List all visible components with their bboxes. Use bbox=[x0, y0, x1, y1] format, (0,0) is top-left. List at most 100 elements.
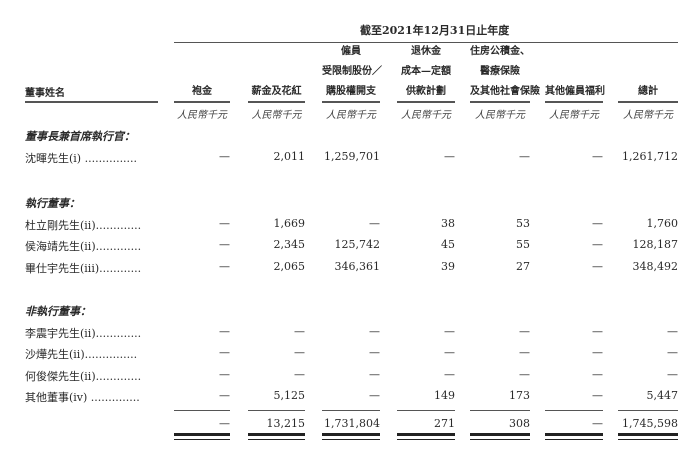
period-header-rule bbox=[174, 42, 678, 43]
director-name: 侯海靖先生(ii)............. bbox=[25, 240, 142, 254]
table-cell: — bbox=[219, 346, 230, 360]
table-cell: — bbox=[592, 259, 603, 273]
table-cell: 45 bbox=[441, 238, 455, 252]
table-cell: — bbox=[592, 238, 603, 252]
table-cell: — bbox=[667, 346, 678, 360]
table-cell: — bbox=[592, 150, 603, 163]
table-cell: 1,261,712 bbox=[622, 150, 678, 163]
subtotal-rule bbox=[470, 410, 530, 411]
section-title: 非執行董事： bbox=[25, 305, 91, 318]
column-header-rule bbox=[397, 101, 455, 103]
table-cell: — bbox=[219, 388, 230, 402]
column-unit: 人民幣千元 bbox=[623, 110, 673, 121]
column-header-rule bbox=[322, 101, 380, 103]
column-unit: 人民幣千元 bbox=[549, 110, 599, 121]
table-cell: — bbox=[519, 325, 530, 338]
name-column-header: 董事姓名 bbox=[25, 88, 65, 99]
column-header-line: 及其他社會保險 bbox=[470, 86, 540, 97]
column-header-line: 供款計劃 bbox=[406, 86, 446, 97]
table-cell: 173 bbox=[509, 388, 530, 402]
table-cell: — bbox=[592, 346, 603, 360]
double-total-rule bbox=[322, 433, 380, 440]
table-cell: 5,447 bbox=[646, 388, 679, 402]
name-header-rule bbox=[25, 101, 158, 103]
table-cell: — bbox=[592, 367, 603, 381]
double-total-rule bbox=[397, 433, 455, 440]
column-header-line: 其他僱員福利 bbox=[545, 86, 605, 97]
double-total-rule bbox=[174, 433, 230, 440]
table-cell: — bbox=[294, 367, 305, 381]
table-cell: 55 bbox=[516, 238, 530, 252]
subtotal-rule bbox=[174, 410, 230, 411]
subtotal-rule bbox=[618, 410, 678, 411]
table-cell: — bbox=[444, 325, 455, 338]
column-header-rule bbox=[545, 101, 603, 103]
director-name: 沈暉先生(i) ............... bbox=[25, 152, 138, 165]
column-unit: 人民幣千元 bbox=[251, 110, 302, 121]
director-name: 何俊傑先生(ii)............. bbox=[25, 369, 142, 383]
column-header-rule bbox=[174, 101, 230, 103]
section-title: 董事長兼首席執行官： bbox=[25, 130, 135, 143]
double-total-rule bbox=[248, 433, 305, 440]
table-cell: — bbox=[667, 325, 678, 338]
table-cell: — bbox=[219, 325, 230, 338]
column-header-line: 袍金 bbox=[192, 86, 212, 97]
table-cell: 39 bbox=[441, 259, 455, 273]
table-cell: — bbox=[369, 325, 380, 338]
table-cell: 2,011 bbox=[273, 150, 306, 163]
table-cell: 1,760 bbox=[646, 217, 679, 230]
double-total-rule bbox=[545, 433, 603, 440]
table-cell: 5,125 bbox=[273, 388, 306, 402]
subtotal-rule bbox=[248, 410, 305, 411]
director-name: 李震宇先生(ii)............. bbox=[25, 327, 142, 340]
column-header-line: 購股權開支 bbox=[326, 86, 376, 97]
column-header-line: 成本—定額 bbox=[401, 66, 451, 77]
table-cell: 38 bbox=[441, 217, 455, 230]
table-cell: — bbox=[219, 259, 230, 273]
column-header-line: 醫療保險 bbox=[480, 66, 520, 77]
column-header-line: 總計 bbox=[638, 86, 658, 97]
table-cell: 2,065 bbox=[273, 259, 306, 273]
table-cell: — bbox=[519, 346, 530, 360]
column-header-line: 受限制股份／ bbox=[322, 66, 382, 77]
table-cell: 346,361 bbox=[334, 259, 381, 273]
table-cell: — bbox=[444, 367, 455, 381]
table-cell: — bbox=[667, 367, 678, 381]
table-cell: — bbox=[369, 217, 380, 230]
director-name: 其他董事(iv) .............. bbox=[25, 390, 140, 404]
column-header-line: 僱員 bbox=[341, 46, 361, 57]
total-cell: — bbox=[592, 417, 603, 430]
total-cell: — bbox=[219, 417, 230, 430]
column-header-rule bbox=[248, 101, 305, 103]
section-title: 執行董事： bbox=[25, 197, 80, 210]
table-cell: — bbox=[219, 217, 230, 230]
subtotal-rule bbox=[545, 410, 603, 411]
column-header-rule bbox=[470, 101, 530, 103]
column-header-rule bbox=[618, 101, 678, 103]
table-cell: 128,187 bbox=[632, 238, 679, 252]
director-name: 沙燁先生(ii)............... bbox=[25, 348, 138, 362]
table-cell: — bbox=[369, 346, 380, 360]
table-cell: 1,669 bbox=[273, 217, 306, 230]
table-cell: — bbox=[369, 367, 380, 381]
director-name: 畢仕宇先生(iii)............ bbox=[25, 261, 142, 275]
table-cell: — bbox=[369, 388, 380, 402]
double-total-rule bbox=[470, 433, 530, 440]
table-cell: 2,345 bbox=[273, 238, 306, 252]
total-cell: 308 bbox=[509, 417, 530, 430]
column-unit: 人民幣千元 bbox=[475, 110, 525, 121]
total-cell: 1,731,804 bbox=[324, 417, 380, 430]
table-cell: — bbox=[519, 367, 530, 381]
table-cell: — bbox=[444, 150, 455, 163]
table-cell: — bbox=[444, 346, 455, 360]
column-unit: 人民幣千元 bbox=[177, 110, 227, 121]
table-cell: — bbox=[592, 325, 603, 338]
table-cell: — bbox=[592, 388, 603, 402]
column-header-line: 薪金及花紅 bbox=[251, 86, 302, 97]
table-cell: 149 bbox=[434, 388, 455, 402]
total-cell: 13,215 bbox=[266, 417, 306, 430]
table-cell: 53 bbox=[516, 217, 530, 230]
subtotal-rule bbox=[397, 410, 455, 411]
table-cell: — bbox=[219, 367, 230, 381]
